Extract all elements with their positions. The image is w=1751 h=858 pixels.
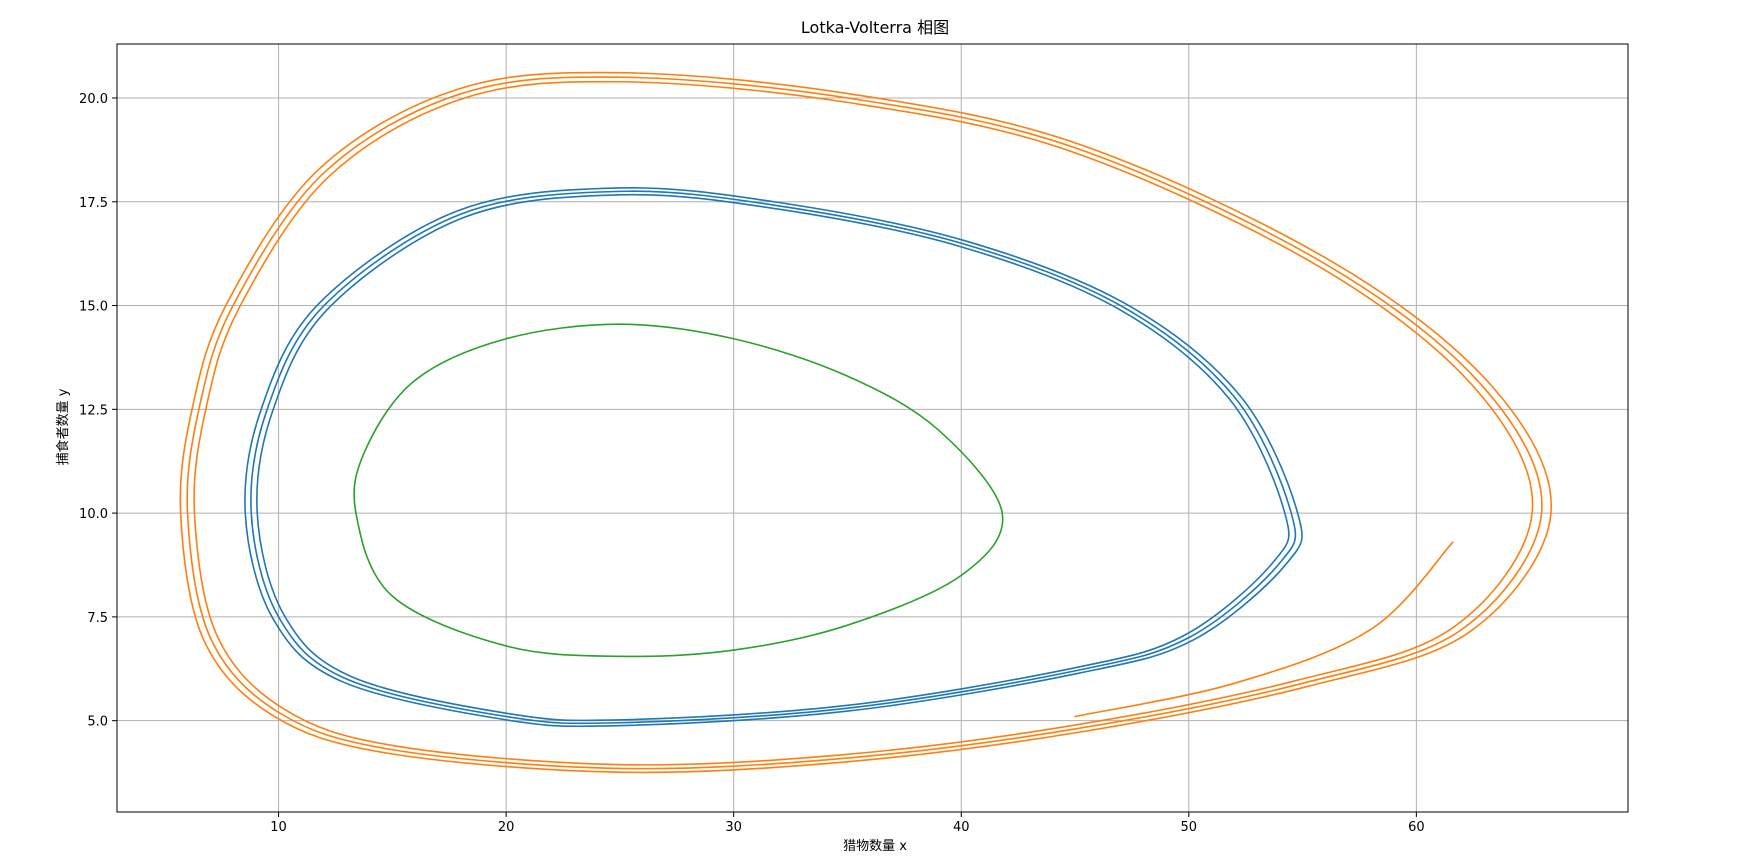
y-tick-label: 10.0: [79, 507, 108, 522]
x-tick-label: 20: [498, 820, 515, 835]
series-0-orbit-line: [256, 193, 1290, 722]
x-tick-label: 30: [725, 820, 742, 835]
series-2-tail-line: [1074, 541, 1454, 718]
y-tick-label: 15.0: [79, 300, 108, 315]
y-tick-label: 5.0: [87, 715, 108, 730]
y-tick-label: 20.0: [79, 92, 108, 107]
series-2-orbit-line: [186, 76, 1543, 770]
series-layer: [179, 71, 1553, 774]
series-0-orbit-line: [250, 190, 1297, 725]
x-axis-label: 猎物数量 x: [843, 839, 907, 854]
chart-title: Lotka-Volterra 相图: [801, 18, 949, 37]
series-2: [179, 71, 1553, 774]
y-tick-label: 7.5: [87, 611, 108, 626]
series-1-orbit-line: [353, 323, 1004, 658]
series-1: [353, 323, 1004, 658]
series-0: [244, 186, 1303, 728]
series-2-orbit-line: [193, 80, 1534, 766]
axis-ticks: 10 20 30 40 50 60 5.0 7.5 10.0 12.5 15.0 17.5 20.0: [79, 92, 1425, 835]
x-tick-label: 50: [1181, 820, 1198, 835]
y-tick-label: 12.5: [79, 403, 108, 418]
x-tick-label: 60: [1408, 820, 1425, 835]
x-tick-label: 10: [270, 820, 287, 835]
series-2-orbit-line: [179, 71, 1553, 774]
grid-lines: [117, 44, 1628, 812]
y-axis-label: 捕食者数量 y: [55, 388, 71, 465]
plot-frame: [116, 43, 1629, 813]
y-tick-label: 17.5: [79, 196, 108, 211]
series-0-orbit-line: [244, 186, 1303, 728]
x-tick-label: 40: [953, 820, 970, 835]
